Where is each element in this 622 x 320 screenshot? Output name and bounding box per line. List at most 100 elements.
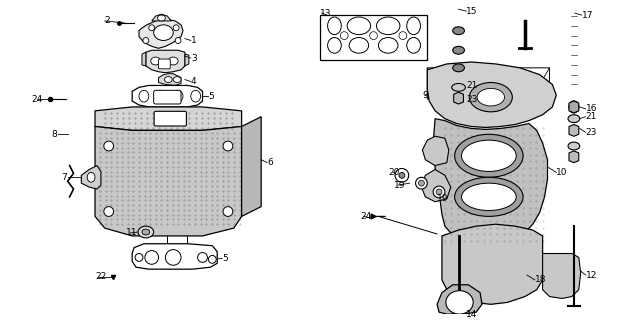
Text: 16: 16 xyxy=(585,104,597,113)
Text: 5: 5 xyxy=(208,92,214,101)
Ellipse shape xyxy=(407,17,420,35)
Text: 21: 21 xyxy=(585,112,597,121)
Ellipse shape xyxy=(138,226,154,238)
Ellipse shape xyxy=(135,253,143,261)
FancyBboxPatch shape xyxy=(154,111,187,126)
Ellipse shape xyxy=(349,37,369,53)
Polygon shape xyxy=(81,165,101,189)
Ellipse shape xyxy=(568,115,580,123)
Polygon shape xyxy=(569,101,578,113)
Ellipse shape xyxy=(407,37,420,53)
Polygon shape xyxy=(569,124,578,136)
Polygon shape xyxy=(241,117,261,216)
Polygon shape xyxy=(152,14,171,21)
Ellipse shape xyxy=(173,90,183,102)
Polygon shape xyxy=(146,50,185,73)
Text: 18: 18 xyxy=(535,276,546,284)
Ellipse shape xyxy=(477,88,504,106)
Ellipse shape xyxy=(87,172,95,182)
Ellipse shape xyxy=(453,27,465,35)
Ellipse shape xyxy=(175,37,181,44)
Ellipse shape xyxy=(164,76,172,83)
Ellipse shape xyxy=(369,32,378,39)
Ellipse shape xyxy=(208,255,216,263)
Text: 14: 14 xyxy=(466,310,478,319)
Ellipse shape xyxy=(154,25,173,40)
Text: 13: 13 xyxy=(320,9,332,18)
Ellipse shape xyxy=(328,37,341,53)
Ellipse shape xyxy=(446,291,473,314)
Polygon shape xyxy=(139,19,183,48)
Ellipse shape xyxy=(149,25,155,31)
Polygon shape xyxy=(159,74,181,85)
Polygon shape xyxy=(569,151,578,163)
Text: 8: 8 xyxy=(51,130,57,139)
Ellipse shape xyxy=(453,46,465,54)
Ellipse shape xyxy=(419,180,424,186)
Ellipse shape xyxy=(173,25,179,31)
Ellipse shape xyxy=(455,177,523,216)
Text: 19: 19 xyxy=(394,180,406,190)
Text: 19: 19 xyxy=(437,194,448,203)
Text: 3: 3 xyxy=(191,53,197,63)
Polygon shape xyxy=(442,224,542,304)
Text: 21: 21 xyxy=(466,81,478,90)
Text: 9: 9 xyxy=(422,91,428,100)
Ellipse shape xyxy=(378,37,398,53)
Text: 10: 10 xyxy=(556,168,568,177)
Ellipse shape xyxy=(399,32,407,39)
Text: 23: 23 xyxy=(466,95,478,104)
Ellipse shape xyxy=(569,101,578,113)
Ellipse shape xyxy=(436,189,442,195)
Polygon shape xyxy=(320,15,427,60)
Text: 4: 4 xyxy=(191,77,197,86)
Polygon shape xyxy=(142,52,146,66)
Ellipse shape xyxy=(452,84,465,91)
Polygon shape xyxy=(542,253,581,299)
Polygon shape xyxy=(427,68,549,99)
Ellipse shape xyxy=(142,229,150,235)
Ellipse shape xyxy=(399,172,405,178)
Ellipse shape xyxy=(143,37,149,44)
Text: 17: 17 xyxy=(582,11,593,20)
Text: 20: 20 xyxy=(388,168,399,177)
Text: 11: 11 xyxy=(126,228,138,237)
Ellipse shape xyxy=(433,186,445,198)
Ellipse shape xyxy=(340,32,348,39)
Polygon shape xyxy=(95,107,241,130)
Ellipse shape xyxy=(376,17,400,35)
Ellipse shape xyxy=(453,64,465,72)
Polygon shape xyxy=(132,85,203,107)
Ellipse shape xyxy=(104,207,114,216)
Ellipse shape xyxy=(347,17,371,35)
Ellipse shape xyxy=(223,207,233,216)
Ellipse shape xyxy=(151,57,160,65)
Text: 6: 6 xyxy=(267,158,273,167)
Text: 2: 2 xyxy=(104,16,111,25)
FancyBboxPatch shape xyxy=(154,90,181,104)
Polygon shape xyxy=(433,119,547,246)
Polygon shape xyxy=(437,285,482,314)
Ellipse shape xyxy=(470,83,513,112)
Ellipse shape xyxy=(191,90,200,102)
Text: 12: 12 xyxy=(585,270,597,280)
Ellipse shape xyxy=(395,169,409,182)
Ellipse shape xyxy=(169,57,178,65)
FancyBboxPatch shape xyxy=(159,59,170,69)
Polygon shape xyxy=(427,62,556,127)
Text: 22: 22 xyxy=(95,272,106,282)
Ellipse shape xyxy=(145,251,159,264)
Text: 24: 24 xyxy=(361,212,372,221)
Ellipse shape xyxy=(139,90,149,102)
Text: 24: 24 xyxy=(32,95,43,104)
Ellipse shape xyxy=(328,17,341,35)
Ellipse shape xyxy=(462,183,516,211)
Ellipse shape xyxy=(223,141,233,151)
Polygon shape xyxy=(95,126,241,236)
Polygon shape xyxy=(422,170,451,202)
Ellipse shape xyxy=(568,142,580,150)
Polygon shape xyxy=(185,54,189,66)
Polygon shape xyxy=(422,136,449,165)
Ellipse shape xyxy=(104,141,114,151)
Ellipse shape xyxy=(165,250,181,265)
